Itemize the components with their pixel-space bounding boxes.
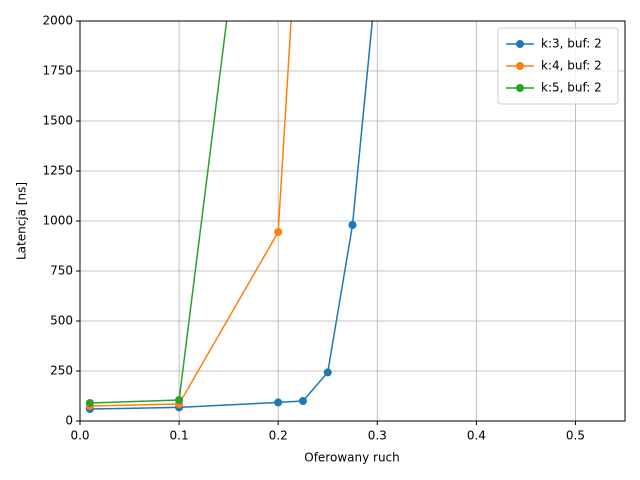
x-axis-label: Oferowany ruch [304,451,400,465]
y-tick-label: 500 [50,314,73,328]
y-tick-label: 1000 [42,214,73,228]
y-tick-label: 2000 [42,14,73,28]
y-tick-label: 1500 [42,114,73,128]
data-point [274,228,283,236]
series-line [89,21,228,404]
y-tick-label: 750 [50,264,73,278]
legend-label: k:5, buf: 2 [541,81,602,95]
ticks: 0.0 0.1 0.2 0.3 0.4 0.5 0 250 500 750 1000 1250 1500… [42,14,585,443]
legend-label: k:3, buf: 2 [541,37,602,51]
legend-label: k:4, buf: 2 [541,59,602,73]
data-point [323,368,332,377]
y-tick-label: 1250 [42,164,73,178]
y-axis-label: Latencja [ns] [15,182,29,260]
x-tick-label: 0.1 [170,429,189,443]
legend-box [497,27,619,105]
x-tick-label: 0.3 [368,429,387,443]
legend-marker [516,40,524,48]
data-point [175,396,184,404]
data-point [298,397,307,405]
data-point [274,398,283,407]
legend-marker [516,84,524,92]
data-point [85,399,94,407]
y-tick-label: 0 [65,414,73,428]
plot-area [85,21,374,413]
x-tick-label: 0.0 [70,429,89,443]
series-line [89,21,374,410]
series-line [89,21,292,407]
data-point [348,221,357,229]
y-tick-label: 1750 [42,64,73,78]
legend: k:3, buf: 2 k:4, buf: 2 k:5, buf: 2 [497,27,619,105]
x-tick-label: 0.2 [269,429,288,443]
x-tick-label: 0.5 [566,429,585,443]
legend-marker [516,62,524,70]
y-tick-label: 250 [50,364,73,378]
x-tick-label: 0.4 [467,429,486,443]
